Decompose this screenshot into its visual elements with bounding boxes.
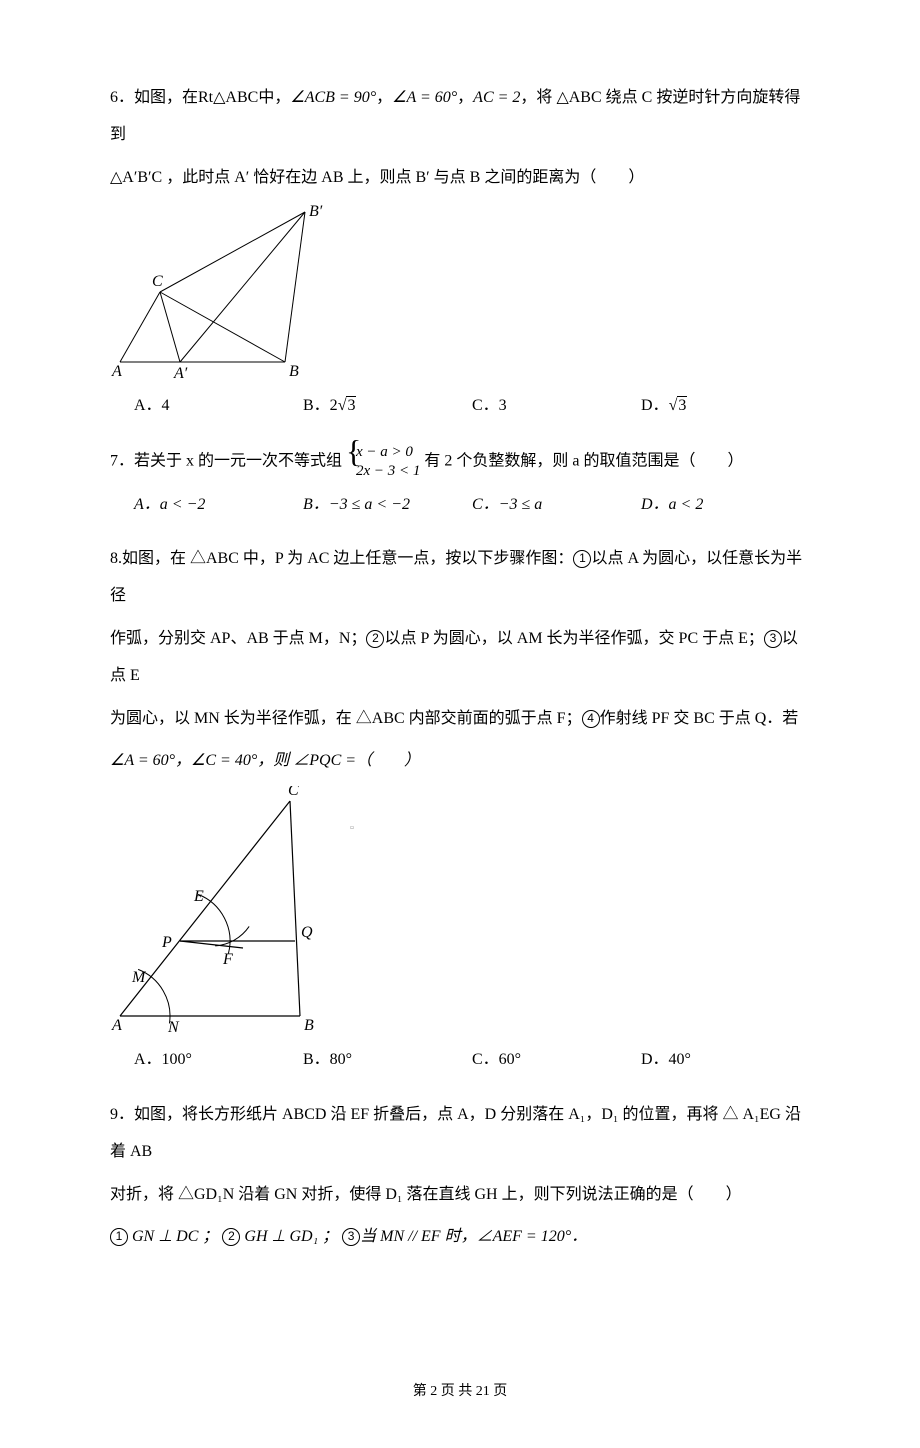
q6-optD: D．√3: [641, 388, 810, 425]
q6-line2: △A′B′C ，此时点 A′ 恰好在边 AB 上，则点 B′ 与点 B 之间的距…: [110, 160, 810, 197]
page-footer: 第 2 页 共 21 页: [110, 1376, 810, 1408]
q7-line: 7．若关于 x 的一元一次不等式组 { x − a > 0 2x − 3 < 1…: [110, 443, 810, 481]
svg-text:Q: Q: [301, 924, 313, 941]
q8-optC: C．60°: [472, 1042, 641, 1079]
cursor-icon: ▫: [350, 816, 354, 841]
svg-text:M: M: [131, 969, 147, 986]
q8-line4: ∠A = 60°，∠C = 40°，则 ∠PQC =（ ）: [110, 743, 810, 780]
svg-text:F: F: [222, 951, 233, 968]
q6-line1: 6．如图，在Rt△ABC中，∠ACB = 90°，∠A = 60°，AC = 2…: [110, 80, 810, 154]
svg-text:N: N: [167, 1019, 180, 1036]
svg-text:A: A: [111, 1017, 122, 1034]
svg-text:E: E: [193, 888, 204, 905]
q6-optC: C．3: [472, 388, 641, 425]
q8-figure: A B C P Q M N E F ▫: [110, 786, 810, 1036]
q7-optA: A．a < −2: [134, 487, 303, 524]
q6-optB: B．2√3: [303, 388, 472, 425]
q7-system: { x − a > 0 2x − 3 < 1: [346, 443, 420, 481]
svg-text:A: A: [111, 363, 122, 380]
q6-optA: A．4: [134, 388, 303, 425]
q8-optD: D．40°: [641, 1042, 810, 1079]
svg-text:A′: A′: [173, 365, 188, 382]
circle-4-icon: 4: [582, 710, 600, 728]
q8-optA: A．100°: [134, 1042, 303, 1079]
exam-page: 6．如图，在Rt△ABC中，∠ACB = 90°，∠A = 60°，AC = 2…: [0, 0, 920, 1448]
q9-line2: 对折，将 △GD₁N 沿着 GN 对折，使得 D₁ 落在直线 GH 上，则下列说…: [110, 1177, 810, 1214]
q9-line3: 1 GN ⊥ DC ； 2 GH ⊥ GD₁ ； 3当 MN // EF 时，∠…: [110, 1219, 810, 1256]
q8-options: A．100° B．80° C．60° D．40°: [134, 1042, 810, 1079]
q8-line1: 8.如图，在 △ABC 中，P 为 AC 边上任意一点，按以下步骤作图：1以点 …: [110, 541, 810, 615]
svg-text:B′: B′: [309, 203, 323, 220]
q8-line2: 作弧，分别交 AP、AB 于点 M，N；2以点 P 为圆心，以 AM 长为半径作…: [110, 621, 810, 695]
circle-2b-icon: 2: [222, 1228, 240, 1246]
q6-figure: A A′ B C B′: [110, 202, 810, 382]
q7-optD: D．a < 2: [641, 487, 810, 524]
circle-2-icon: 2: [366, 630, 384, 648]
q9-line1: 9．如图，将长方形纸片 ABCD 沿 EF 折叠后，点 A，D 分别落在 A₁，…: [110, 1097, 810, 1171]
q7-optB: B．−3 ≤ a < −2: [303, 487, 472, 524]
q8-optB: B．80°: [303, 1042, 472, 1079]
circle-1b-icon: 1: [110, 1228, 128, 1246]
circle-1-icon: 1: [573, 550, 591, 568]
circle-3-icon: 3: [764, 630, 782, 648]
q7-optC: C．−3 ≤ a: [472, 487, 641, 524]
circle-3b-icon: 3: [342, 1228, 360, 1246]
svg-text:B: B: [289, 363, 299, 380]
svg-text:C: C: [152, 273, 163, 290]
svg-text:B: B: [304, 1017, 314, 1034]
svg-text:P: P: [161, 934, 172, 951]
q8-line3: 为圆心，以 MN 长为半径作弧，在 △ABC 内部交前面的弧于点 F；4作射线 …: [110, 701, 810, 738]
q7-options: A．a < −2 B．−3 ≤ a < −2 C．−3 ≤ a D．a < 2: [134, 487, 810, 524]
svg-text:C: C: [288, 786, 299, 799]
q6-options: A．4 B．2√3 C．3 D．√3: [134, 388, 810, 425]
